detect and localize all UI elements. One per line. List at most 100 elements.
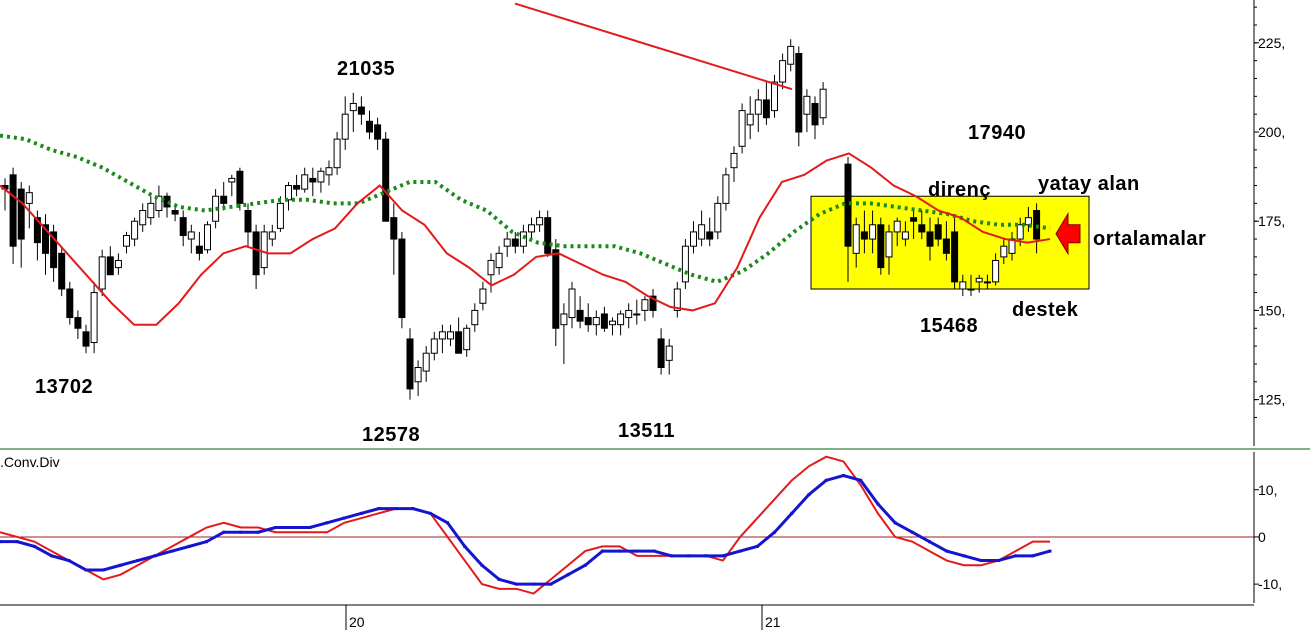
candle-body xyxy=(803,95,811,115)
candle-body xyxy=(975,277,983,283)
candle-body xyxy=(147,202,155,219)
candle-body xyxy=(771,81,778,112)
candle-body xyxy=(42,224,49,254)
macd-tick-label: 10, xyxy=(1258,482,1277,498)
candle-body xyxy=(877,224,885,269)
signal-point xyxy=(841,474,845,478)
signal-point xyxy=(704,554,708,558)
candle-body xyxy=(447,331,454,340)
signal-point xyxy=(273,526,277,529)
candle-body xyxy=(992,259,1000,283)
candle-body xyxy=(722,174,730,204)
signal-point xyxy=(50,554,54,558)
signal-point xyxy=(910,530,914,534)
candle-body xyxy=(584,317,592,326)
annotation-averages: ortalamalar xyxy=(1093,228,1207,250)
candle-body xyxy=(942,238,950,254)
candle-body xyxy=(171,210,179,215)
signal-point xyxy=(996,559,1000,563)
signal-point xyxy=(377,507,381,511)
signal-point xyxy=(514,582,518,586)
signal-point xyxy=(807,492,811,496)
candle-body xyxy=(576,309,584,322)
signal-point xyxy=(291,526,295,529)
candle-body xyxy=(787,45,795,65)
candle-body xyxy=(860,231,868,240)
candle-body xyxy=(926,231,934,247)
candle-body xyxy=(33,217,41,244)
candle-body xyxy=(706,231,714,240)
price-tick-label: 200, xyxy=(1258,124,1285,140)
candle-body xyxy=(983,281,991,284)
label-12578: 12578 xyxy=(362,424,421,446)
candle-body xyxy=(934,224,942,240)
signal-point xyxy=(1031,554,1035,558)
signal-point xyxy=(738,549,742,553)
signal-point xyxy=(824,478,828,482)
candle-body xyxy=(592,317,600,326)
candle-body xyxy=(649,295,657,311)
signal-point xyxy=(979,559,983,563)
candle-body xyxy=(690,231,697,247)
candle-body xyxy=(754,99,762,115)
signal-point xyxy=(962,554,966,558)
signal-point xyxy=(618,549,622,553)
signal-point xyxy=(170,549,174,553)
candle-body xyxy=(293,185,301,190)
price-panel xyxy=(0,2,1090,400)
candle-body xyxy=(155,195,163,212)
signal-point xyxy=(256,530,260,534)
label-15468: 15468 xyxy=(920,315,979,337)
candle-body xyxy=(82,331,90,347)
signal-point xyxy=(652,549,656,553)
signal-point xyxy=(1014,554,1018,558)
candle-body xyxy=(762,99,770,119)
signal-point xyxy=(222,530,226,534)
signal-point xyxy=(32,544,36,548)
candle-body xyxy=(422,352,430,372)
candle-body xyxy=(325,167,333,176)
signal-point xyxy=(446,521,450,525)
label-13702: 13702 xyxy=(35,376,94,398)
macd-panel xyxy=(0,455,1254,595)
candle-body xyxy=(885,231,893,258)
annotation-resistance: direnç xyxy=(928,179,992,201)
candle-body xyxy=(228,177,236,183)
signal-point xyxy=(1048,549,1052,553)
candle-body xyxy=(204,224,211,251)
candle-body xyxy=(98,256,106,290)
candle-body xyxy=(414,367,422,383)
candle-body xyxy=(487,259,495,276)
signal-point xyxy=(893,521,897,525)
candle-body xyxy=(236,170,244,204)
candle-body xyxy=(901,231,909,240)
candle-body xyxy=(366,120,373,133)
candle-body xyxy=(244,210,252,233)
label-21035: 21035 xyxy=(337,58,396,80)
candle-body xyxy=(374,124,382,140)
candle-body xyxy=(390,217,398,240)
candle-body xyxy=(511,238,519,247)
candle-body xyxy=(714,202,722,233)
candle-body xyxy=(66,288,74,319)
signal-point xyxy=(532,582,536,586)
candle-body xyxy=(341,113,349,140)
candle-body xyxy=(260,231,268,269)
candle-body xyxy=(869,224,877,240)
candle-body xyxy=(195,245,203,254)
signal-point xyxy=(480,563,484,567)
signal-point xyxy=(549,582,553,586)
candle-body xyxy=(528,224,535,233)
signal-point xyxy=(790,511,794,515)
arrow-icon xyxy=(1055,211,1081,256)
candle-body xyxy=(479,288,487,304)
signal-point xyxy=(342,516,346,520)
candle-body xyxy=(406,338,414,390)
candle-body xyxy=(910,217,918,222)
red-average xyxy=(0,152,1051,326)
candle-body xyxy=(58,252,66,290)
candle-body xyxy=(252,231,260,276)
candle-body xyxy=(625,309,633,319)
time-tick-label: 21 xyxy=(765,614,781,630)
candle-body xyxy=(17,188,25,240)
